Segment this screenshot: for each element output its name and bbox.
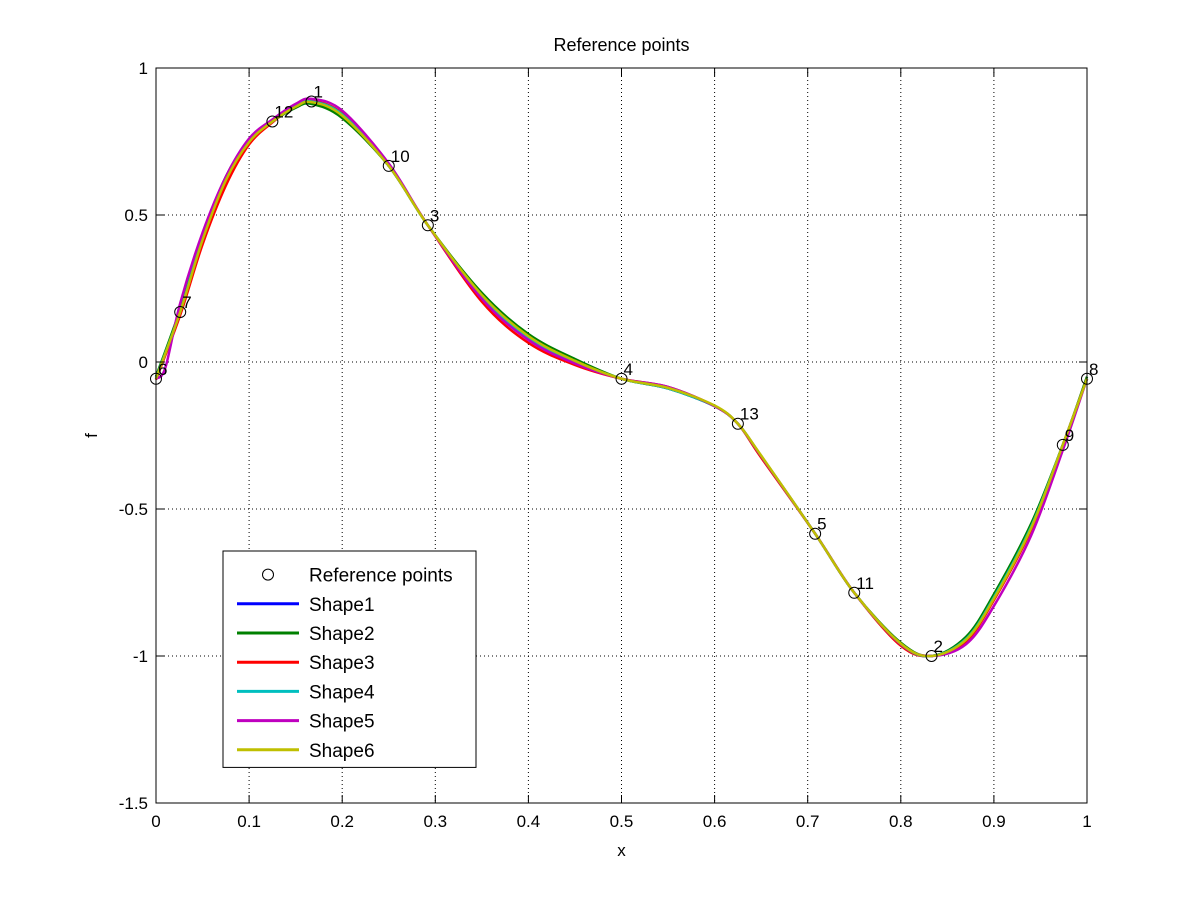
y-tick-label: 1 xyxy=(139,59,148,78)
reference-point-12 xyxy=(266,115,279,128)
series-line-shape6 xyxy=(154,100,1089,658)
reference-point-label-9: 9 xyxy=(1065,426,1074,445)
x-tick-label: 0.5 xyxy=(610,812,634,831)
reference-point-label-11: 11 xyxy=(856,574,874,593)
x-tick-label: 0.1 xyxy=(237,812,261,831)
x-tick-label: 0 xyxy=(151,812,160,831)
reference-point-9 xyxy=(1056,438,1069,451)
chart-title: Reference points xyxy=(553,35,689,55)
reference-point-4 xyxy=(615,372,628,385)
reference-point-label-7: 7 xyxy=(182,293,191,312)
x-tick-label: 0.3 xyxy=(423,812,447,831)
legend-label-shape3: Shape3 xyxy=(309,653,375,674)
reference-point-1 xyxy=(305,95,318,108)
reference-point-label-3: 3 xyxy=(430,206,439,225)
x-tick-label: 1 xyxy=(1082,812,1091,831)
series-lines xyxy=(154,97,1089,658)
reference-point-11 xyxy=(848,586,861,599)
x-tick-label: 0.2 xyxy=(330,812,354,831)
reference-point-label-4: 4 xyxy=(624,360,633,379)
reference-point-label-12: 12 xyxy=(274,103,293,122)
legend-label-reference-points: Reference points xyxy=(309,566,453,587)
reference-point-10 xyxy=(382,159,395,172)
reference-point-7 xyxy=(174,306,187,319)
reference-point-label-10: 10 xyxy=(391,147,410,166)
reference-point-label-2: 2 xyxy=(934,637,943,656)
series-line-shape5 xyxy=(155,97,1089,658)
legend-label-shape2: Shape2 xyxy=(309,624,375,645)
x-tick-label: 0.6 xyxy=(703,812,727,831)
y-tick-label: -1.5 xyxy=(119,794,148,813)
legend-box xyxy=(222,550,477,768)
reference-point-label-5: 5 xyxy=(817,515,826,534)
x-tick-label: 0.9 xyxy=(982,812,1006,831)
legend: Reference points Shape1 Shape2 Shape3 Shape4… xyxy=(222,550,477,768)
legend-label-shape1: Shape1 xyxy=(309,595,375,616)
y-tick-label: -1 xyxy=(133,647,148,666)
reference-point-label-6: 6 xyxy=(158,360,167,379)
legend-marker-reference-points xyxy=(262,568,274,581)
reference-point-5 xyxy=(809,527,822,540)
legend-label-shape4: Shape4 xyxy=(309,682,375,703)
reference-point-label-1: 1 xyxy=(313,83,322,102)
reference-point-2 xyxy=(925,650,938,662)
y-tick-label: 0 xyxy=(139,353,148,372)
y-tick-label: -0.5 xyxy=(119,500,148,519)
y-tick-label: 0.5 xyxy=(124,206,148,225)
reference-point-13 xyxy=(731,417,744,430)
ticks: 0 0.1 0.2 0.3 0.4 0.5 0.6 0.7 0.8 0.9 1 -1.5 -1 -0.5 0… xyxy=(119,59,1092,831)
x-tick-label: 0.7 xyxy=(796,812,820,831)
legend-label-shape6: Shape6 xyxy=(309,741,375,762)
reference-point-3 xyxy=(421,219,434,232)
reference-point-label-13: 13 xyxy=(740,405,759,424)
x-axis-label: x xyxy=(617,841,626,860)
legend-label-shape5: Shape5 xyxy=(309,712,375,733)
x-tick-label: 0.4 xyxy=(517,812,541,831)
y-axis-label: f xyxy=(82,433,101,438)
reference-point-label-8: 8 xyxy=(1089,360,1098,379)
x-tick-label: 0.8 xyxy=(889,812,913,831)
